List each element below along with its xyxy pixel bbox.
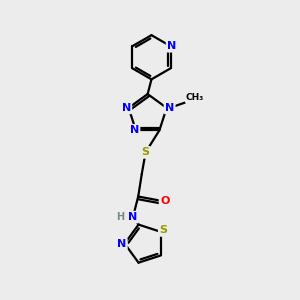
Text: CH₃: CH₃ [186, 93, 204, 102]
Text: O: O [160, 196, 169, 206]
Text: S: S [159, 225, 167, 236]
Text: S: S [142, 147, 150, 158]
Text: N: N [165, 103, 174, 113]
Text: N: N [167, 41, 176, 51]
Text: N: N [122, 103, 131, 113]
Text: H: H [116, 212, 124, 221]
Text: N: N [128, 212, 137, 222]
Text: N: N [117, 239, 126, 249]
Text: N: N [130, 125, 139, 135]
